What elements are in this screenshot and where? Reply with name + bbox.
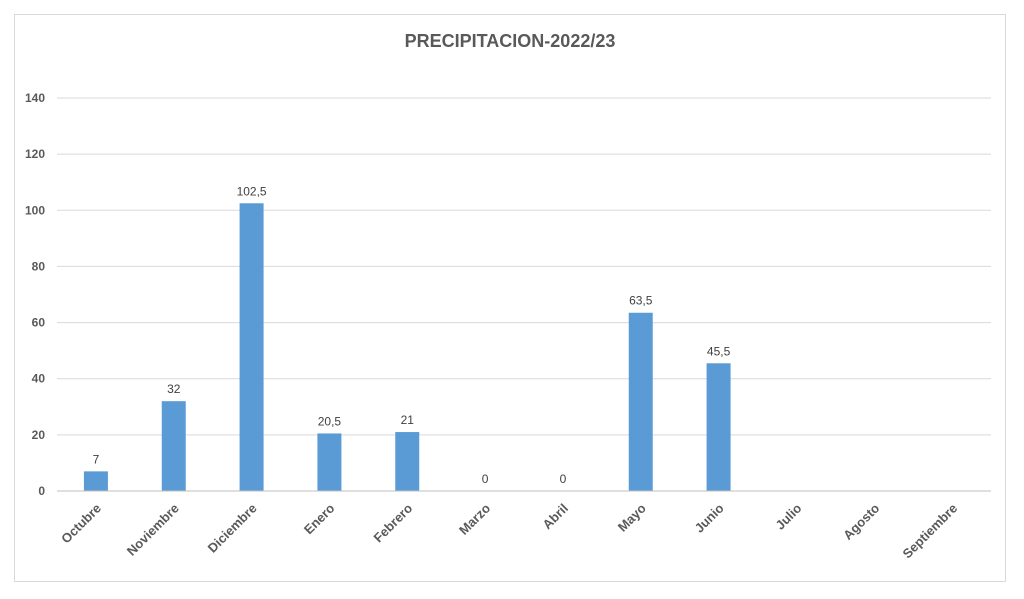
data-label: 0 (560, 472, 567, 486)
data-label: 45,5 (707, 344, 731, 358)
y-tick-label: 20 (32, 428, 46, 442)
bar (317, 433, 342, 491)
x-tick-label: Marzo (456, 500, 493, 537)
x-tick-label: Noviembre (124, 501, 182, 559)
y-tick-label: 80 (32, 259, 46, 273)
data-label: 21 (401, 413, 415, 427)
data-label: 20,5 (318, 414, 342, 428)
data-labels: 7 32 102,5 20,5 21 0 0 63,5 45,5 (93, 184, 731, 486)
data-label: 7 (93, 452, 100, 466)
bar (628, 312, 653, 491)
bar (395, 432, 420, 491)
y-tick-label: 100 (25, 203, 45, 217)
bars (83, 203, 731, 491)
data-label: 102,5 (237, 184, 267, 198)
data-label: 32 (167, 382, 181, 396)
x-tick-label: Junio (692, 500, 727, 535)
y-axis-ticks: 0 20 40 60 80 100 120 140 (25, 91, 45, 498)
x-tick-label: Abril (539, 501, 571, 533)
data-label: 0 (482, 472, 489, 486)
bar (83, 471, 108, 491)
bar (161, 401, 186, 491)
data-label: 63,5 (629, 294, 653, 308)
x-tick-label: Febrero (371, 500, 416, 545)
x-tick-label: Julio (772, 500, 804, 532)
y-tick-label: 140 (25, 91, 45, 105)
y-tick-label: 0 (38, 484, 45, 498)
x-tick-label: Diciembre (205, 501, 260, 556)
x-tick-label: Agosto (840, 500, 882, 542)
y-tick-label: 40 (32, 372, 46, 386)
bar (239, 203, 264, 491)
x-tick-label: Septiembre (900, 501, 961, 562)
x-axis-ticks: Octubre Noviembre Diciembre Enero Febrero Mar… (58, 500, 960, 561)
bar (706, 363, 731, 491)
x-tick-label: Enero (301, 500, 338, 537)
chart-title: PRECIPITACION-2022/23 (405, 31, 616, 51)
y-tick-label: 60 (32, 316, 46, 330)
gridlines (57, 97, 991, 436)
x-tick-label: Octubre (58, 501, 104, 547)
x-tick-label: Mayo (615, 500, 649, 534)
y-tick-label: 120 (25, 147, 45, 161)
